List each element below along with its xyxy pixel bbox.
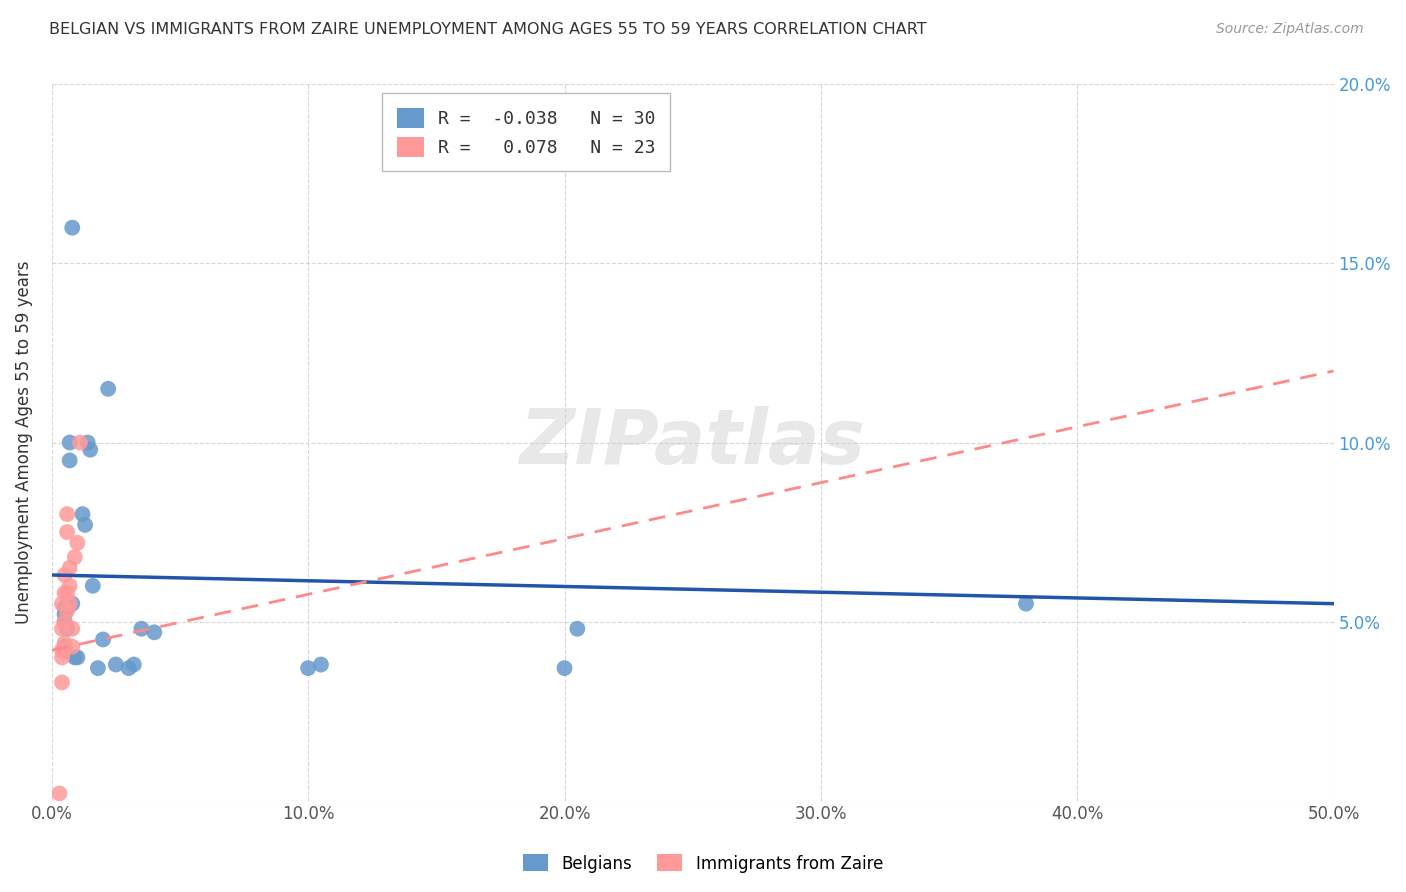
Point xyxy=(91,632,114,647)
Point xyxy=(297,661,319,675)
Point xyxy=(56,524,79,539)
Point xyxy=(59,435,82,450)
Point xyxy=(75,517,97,532)
Point xyxy=(53,586,76,600)
Point xyxy=(56,622,79,636)
Point xyxy=(60,220,83,235)
Point xyxy=(56,600,79,615)
Point xyxy=(118,661,141,675)
Point xyxy=(51,597,73,611)
Point xyxy=(59,579,82,593)
Point xyxy=(59,597,82,611)
Point xyxy=(56,507,79,521)
Legend: R =  -0.038   N = 30, R =   0.078   N = 23: R = -0.038 N = 30, R = 0.078 N = 23 xyxy=(382,94,671,171)
Point xyxy=(122,657,145,672)
Text: Source: ZipAtlas.com: Source: ZipAtlas.com xyxy=(1216,22,1364,37)
Y-axis label: Unemployment Among Ages 55 to 59 years: Unemployment Among Ages 55 to 59 years xyxy=(15,260,32,624)
Point xyxy=(87,661,110,675)
Point xyxy=(82,579,104,593)
Point xyxy=(63,650,86,665)
Point xyxy=(51,622,73,636)
Point xyxy=(63,550,86,565)
Point xyxy=(131,622,153,636)
Point xyxy=(51,675,73,690)
Point xyxy=(53,568,76,582)
Point xyxy=(53,643,76,657)
Point xyxy=(48,787,70,801)
Point xyxy=(56,604,79,618)
Point xyxy=(1015,597,1038,611)
Point xyxy=(51,650,73,665)
Point xyxy=(567,622,589,636)
Legend: Belgians, Immigrants from Zaire: Belgians, Immigrants from Zaire xyxy=(516,847,890,880)
Point xyxy=(60,597,83,611)
Point xyxy=(53,615,76,629)
Point xyxy=(76,435,98,450)
Point xyxy=(79,442,101,457)
Point xyxy=(60,622,83,636)
Point xyxy=(53,615,76,629)
Point xyxy=(69,435,91,450)
Point xyxy=(60,640,83,654)
Point xyxy=(53,636,76,650)
Point xyxy=(143,625,166,640)
Point xyxy=(59,453,82,467)
Point xyxy=(104,657,127,672)
Point xyxy=(53,640,76,654)
Text: BELGIAN VS IMMIGRANTS FROM ZAIRE UNEMPLOYMENT AMONG AGES 55 TO 59 YEARS CORRELAT: BELGIAN VS IMMIGRANTS FROM ZAIRE UNEMPLO… xyxy=(49,22,927,37)
Point xyxy=(53,607,76,622)
Point xyxy=(72,507,94,521)
Text: ZIPatlas: ZIPatlas xyxy=(520,406,866,480)
Point xyxy=(56,586,79,600)
Point xyxy=(51,643,73,657)
Point xyxy=(53,600,76,615)
Point xyxy=(97,382,120,396)
Point xyxy=(309,657,332,672)
Point xyxy=(66,650,89,665)
Point xyxy=(59,561,82,575)
Point xyxy=(553,661,575,675)
Point xyxy=(66,536,89,550)
